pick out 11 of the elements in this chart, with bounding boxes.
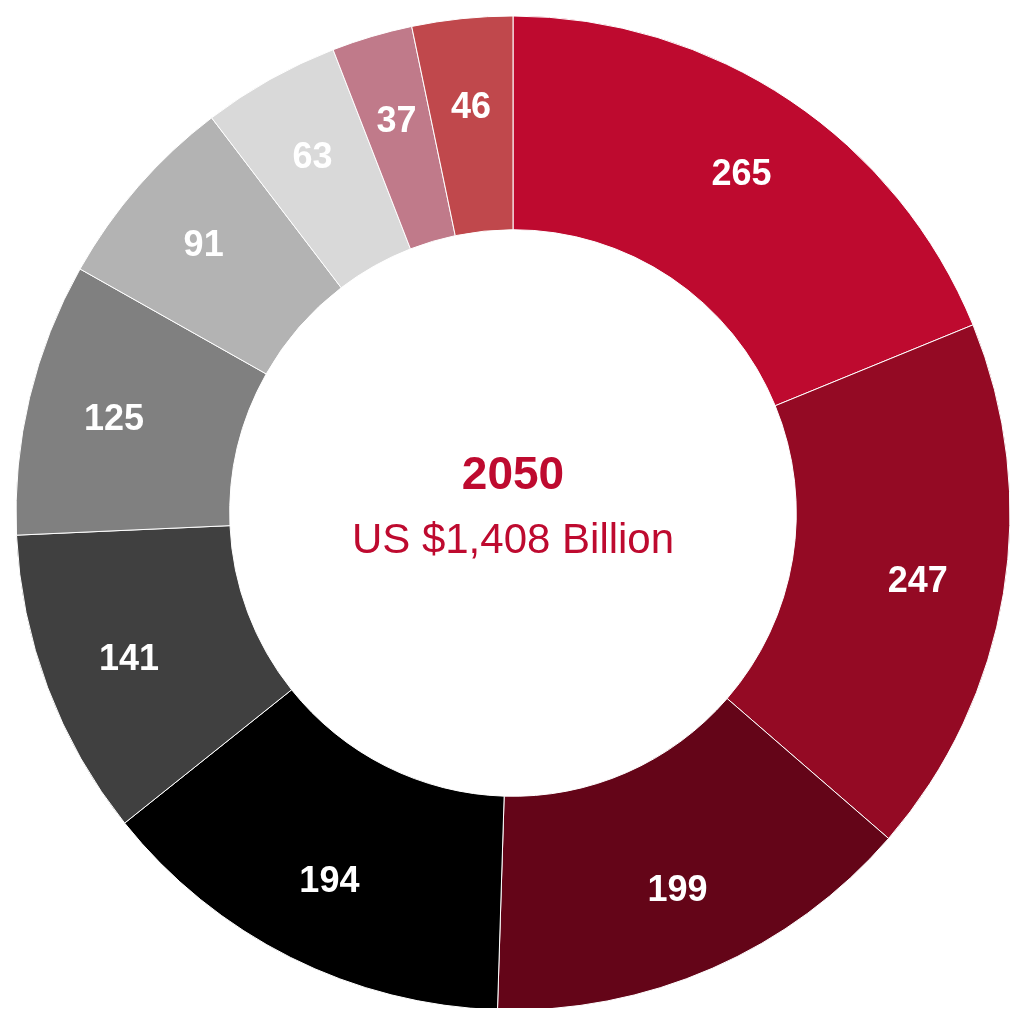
data-label: 37 [376,99,417,141]
text: US $1,408 Billion [351,514,675,562]
data-label: 141 [99,636,160,678]
data-label: 194 [299,859,360,901]
text: 2050 [461,447,565,499]
data-label: 265 [711,151,772,193]
data-label: 125 [84,397,145,439]
data-label: 91 [183,223,224,265]
data-label: 199 [647,868,708,910]
data-label: 46 [450,84,491,126]
data-label: 247 [887,559,948,601]
